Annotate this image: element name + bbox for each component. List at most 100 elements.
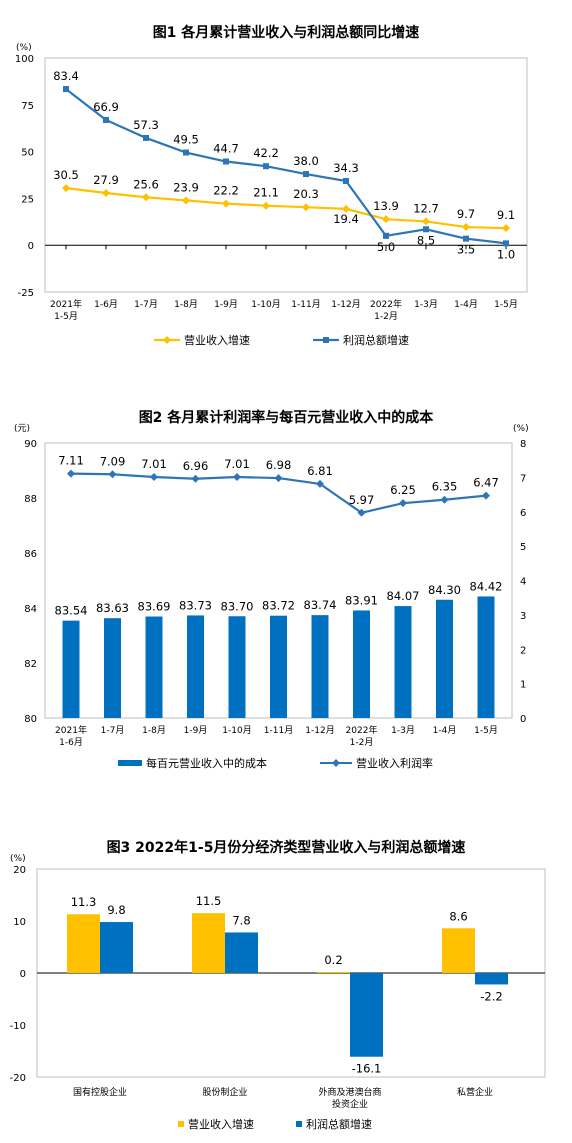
profit-data-label: -16.1: [352, 1062, 382, 1076]
profit-data-label: 38.0: [293, 154, 319, 168]
x-tick-label: 2021年 1-5月: [50, 298, 82, 322]
profit-data-label: 7.8: [232, 913, 250, 927]
y-left-unit-label: (元): [14, 424, 30, 434]
legend-revenue-marker: [163, 336, 171, 344]
profit-data-label: 5.0: [377, 240, 395, 254]
revenue-data-label: 21.1: [253, 186, 279, 200]
y-left-tick-label: 80: [24, 714, 37, 725]
profit-data-label: 42.2: [253, 146, 279, 160]
profit-data-label: 9.8: [107, 903, 125, 917]
profit-rate-data-label: 7.09: [100, 454, 126, 468]
cost-bar: [228, 616, 246, 718]
cost-data-label: 83.63: [96, 601, 129, 615]
chart2-panel: 图2 各月累计利润率与每百元营业收入中的成本 90 88 86 84 82 80 8 7 6 5 4…: [0, 395, 572, 790]
profit-point: [263, 163, 269, 170]
chart2-svg: 90 88 86 84 82 80 8 7 6 5 4 3 2 1 0 (元) (%) 83.54 83.63 83.…: [14, 424, 529, 770]
revenue-bar: [317, 971, 350, 973]
profit-rate-data-label: 6.47: [473, 476, 499, 490]
cost-bar: [394, 606, 412, 718]
revenue-point: [502, 224, 510, 233]
profit-point: [303, 171, 309, 178]
chart3-svg: 20 10 0 -10 -20 (%) 11.3 9.8 国有控股企业 11.5 7.8 股份制企业 0…: [10, 854, 546, 1131]
legend-rate-label: 营业收入利润率: [356, 756, 433, 770]
cost-bar: [145, 616, 163, 718]
y-tick-label: 20: [13, 865, 26, 876]
y-tick-label: 10: [13, 917, 26, 928]
profit-point: [463, 235, 469, 242]
revenue-data-label: 23.9: [173, 180, 199, 194]
x-tick-label: 1-11月: [264, 725, 293, 736]
cost-data-label: 83.74: [304, 598, 337, 612]
profit-point: [103, 116, 109, 123]
x-tick-label: 1-7月: [101, 725, 125, 736]
profit-bar: [225, 932, 258, 973]
profit-data-label: 49.5: [173, 133, 199, 147]
legend-cost-swatch: [118, 760, 142, 766]
x-tick-label: 1-9月: [184, 725, 208, 736]
cost-bar: [62, 620, 80, 718]
profit-rate-data-label: 6.98: [266, 458, 292, 472]
cost-data-label: 84.30: [428, 583, 461, 597]
y-right-tick-label: 5: [520, 542, 526, 553]
cost-data-label: 84.07: [387, 589, 420, 603]
revenue-bar: [192, 913, 225, 973]
x-tick-label: 1-8月: [142, 725, 166, 736]
x-tick-label: 2021年 1-6月: [55, 724, 87, 748]
x-tick-label: 1-3月: [391, 725, 415, 736]
cost-data-label: 83.54: [55, 604, 88, 618]
revenue-point: [342, 204, 350, 213]
revenue-data-label: 9.1: [497, 208, 515, 222]
chart3-title: 图3 2022年1-5月份分经济类型营业收入与利润总额增速: [106, 840, 466, 856]
y-tick-label: 0: [20, 969, 26, 980]
revenue-data-label: 9.7: [457, 207, 475, 221]
revenue-point: [102, 188, 110, 197]
profit-data-label: 34.3: [333, 161, 359, 175]
y-tick-label: -20: [10, 1073, 26, 1084]
cost-bar: [187, 615, 204, 718]
profit-data-label: 3.5: [457, 243, 475, 257]
revenue-point: [142, 193, 150, 202]
y-unit-label: (%): [10, 854, 26, 864]
revenue-point: [302, 203, 310, 212]
series-line-revenue: [65, 187, 507, 230]
y-right-tick-label: 0: [520, 714, 526, 725]
x-tick-label: 1-3月: [414, 299, 438, 310]
cost-data-label: 83.73: [179, 598, 212, 612]
y-tick-label: 50: [21, 148, 34, 159]
profit-rate-data-label: 7.11: [58, 454, 84, 468]
y-tick-label: 100: [15, 54, 34, 65]
profit-data-label: 44.7: [213, 142, 239, 156]
cost-bar: [477, 596, 495, 718]
profit-point: [143, 134, 149, 141]
chart1-title: 图1 各月累计营业收入与利润总额同比增速: [152, 25, 420, 41]
x-tick-label: 1-7月: [134, 299, 158, 310]
profit-rate-point: [233, 473, 241, 482]
x-tick-label: 1-11月: [291, 299, 320, 310]
profit-rate-point: [67, 469, 75, 478]
x-tick-label: 1-6月: [94, 299, 118, 310]
revenue-data-label: 12.7: [413, 201, 439, 215]
legend-profit-marker: [323, 337, 329, 343]
y-left-tick-label: 88: [24, 494, 37, 505]
y-right-tick-label: 4: [520, 577, 526, 588]
legend-profit-label: 利润总额增速: [343, 333, 409, 347]
profit-rate-data-label: 7.01: [141, 457, 167, 471]
x-tick-label: 1-10月: [251, 299, 280, 310]
profit-rate-point: [399, 499, 407, 508]
y-tick-label: 75: [21, 101, 34, 112]
y-right-tick-label: 3: [520, 611, 526, 622]
y-tick-label: 0: [28, 241, 34, 252]
profit-point: [63, 86, 69, 93]
x-tick-label: 1-9月: [214, 299, 238, 310]
chart2-title: 图2 各月累计利润率与每百元营业收入中的成本: [138, 410, 434, 426]
revenue-data-label: 19.4: [333, 212, 359, 226]
profit-rate-data-label: 6.25: [390, 483, 416, 497]
profit-data-label: 66.9: [93, 100, 119, 114]
y-right-tick-label: 6: [520, 508, 526, 519]
revenue-point: [462, 223, 470, 232]
legend-revenue-label: 营业收入增速: [184, 333, 250, 347]
profit-rate-point: [357, 508, 366, 517]
legend-profit-swatch: [296, 1121, 302, 1127]
profit-rate-data-label: 7.01: [224, 457, 250, 471]
profit-data-label: 57.3: [133, 118, 159, 132]
